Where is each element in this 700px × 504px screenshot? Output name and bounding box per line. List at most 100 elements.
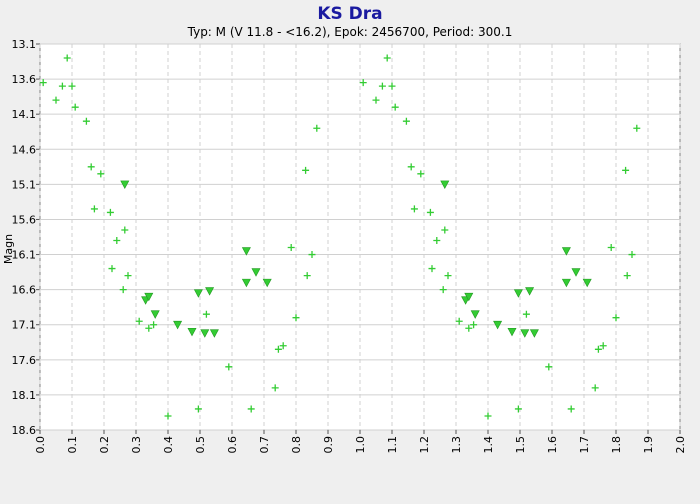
data-point-triangle <box>187 327 197 337</box>
data-point-triangle <box>262 278 272 288</box>
chart-subtitle: Typ: M (V 11.8 - <16.2), Epok: 2456700, … <box>187 25 513 39</box>
data-point-triangle <box>241 247 251 256</box>
y-tick-label: 18.1 <box>12 389 37 402</box>
data-point-triangle <box>251 268 261 277</box>
data-point-plus <box>594 345 602 353</box>
data-point-plus <box>292 314 300 322</box>
data-point-plus <box>359 79 367 87</box>
data-point-plus <box>567 405 575 413</box>
data-point-plus <box>52 96 60 104</box>
y-tick-label: 14.1 <box>12 108 37 121</box>
x-tick-label: 0.1 <box>66 436 79 454</box>
data-point-plus <box>225 363 233 371</box>
data-point-plus <box>274 345 282 353</box>
data-point-plus <box>113 237 121 245</box>
data-point-triangle <box>525 287 535 296</box>
data-point-plus <box>455 317 463 325</box>
data-point-triangle <box>493 320 503 330</box>
data-point-plus <box>623 272 631 280</box>
data-point-plus <box>444 272 452 280</box>
y-tick-label: 13.1 <box>12 38 37 51</box>
data-point-plus <box>417 170 425 178</box>
data-point-triangle <box>561 247 571 256</box>
x-tick-label: 0.2 <box>98 436 111 454</box>
x-tick-label: 1.7 <box>578 436 591 454</box>
data-point-plus <box>402 117 410 125</box>
data-point-plus <box>308 251 316 259</box>
data-point-plus <box>87 163 95 171</box>
x-tick-label: 0.9 <box>322 436 335 454</box>
y-tick-label: 14.6 <box>12 143 37 156</box>
data-point-triangle <box>464 292 474 302</box>
data-point-plus <box>383 54 391 62</box>
chart-title: KS Dra <box>317 4 382 24</box>
data-point-plus <box>164 412 172 420</box>
data-point-plus <box>441 226 449 234</box>
x-tick-label: 1.4 <box>482 436 495 454</box>
data-point-plus <box>465 324 473 332</box>
data-point-triangle <box>205 287 215 296</box>
x-tick-label: 1.2 <box>418 436 431 454</box>
data-point-plus <box>607 244 615 252</box>
data-point-triangle <box>209 329 219 338</box>
data-point-plus <box>39 79 47 87</box>
data-point-plus <box>388 82 396 90</box>
data-point-plus <box>287 244 295 252</box>
y-tick-label: 13.6 <box>12 73 37 86</box>
x-tick-label: 0.6 <box>226 436 239 454</box>
data-point-plus <box>58 82 66 90</box>
data-point-plus <box>428 265 436 273</box>
x-tick-label: 0.8 <box>290 436 303 454</box>
data-point-plus <box>271 384 279 392</box>
data-point-plus <box>514 405 522 413</box>
x-tick-label: 1.5 <box>514 436 527 454</box>
data-point-plus <box>145 324 153 332</box>
x-tick-label: 0.5 <box>194 436 207 454</box>
y-tick-label: 15.6 <box>12 213 37 226</box>
data-point-plus <box>628 251 636 259</box>
x-tick-label: 0.3 <box>130 436 143 454</box>
data-point-plus <box>121 226 129 234</box>
data-point-plus <box>194 405 202 413</box>
data-point-plus <box>106 208 114 216</box>
data-point-plus <box>612 314 620 322</box>
data-point-triangle <box>440 180 450 190</box>
data-point-plus <box>599 342 607 350</box>
data-point-triangle <box>144 292 154 302</box>
data-point-plus <box>97 170 105 178</box>
y-axis-label: Magn <box>2 234 15 264</box>
x-tick-label: 0.0 <box>34 436 47 454</box>
data-point-triangle <box>193 289 203 298</box>
x-tick-label: 0.4 <box>162 436 175 454</box>
plot-area: 13.1 13.6 14.1 14.6 15.1 15.6 16.1 16.6 17.1 17.6… <box>12 38 688 454</box>
data-point-plus <box>433 237 441 245</box>
x-tick-label: 1.0 <box>354 436 367 454</box>
data-point-plus <box>439 286 447 294</box>
x-tick-label: 1.8 <box>610 436 623 454</box>
data-point-plus <box>378 82 386 90</box>
x-tick-label: 0.7 <box>258 436 271 454</box>
x-tick-label: 2.0 <box>674 436 687 454</box>
y-tick-label: 15.1 <box>12 178 37 191</box>
data-point-plus <box>470 321 478 329</box>
data-point-triangle <box>529 329 539 338</box>
data-point-plus <box>633 124 641 132</box>
data-point-plus <box>303 272 311 280</box>
data-point-triangle <box>507 327 517 337</box>
y-tick-label: 16.1 <box>12 249 37 262</box>
data-point-plus <box>202 310 210 318</box>
x-tick-label: 1.3 <box>450 436 463 454</box>
y-tick-label: 16.6 <box>12 284 37 297</box>
data-point-plus <box>313 124 321 132</box>
data-point-plus <box>63 54 71 62</box>
y-tick-label: 17.6 <box>12 354 37 367</box>
data-point-plus <box>410 205 418 213</box>
data-point-triangle <box>571 268 581 277</box>
data-point-plus <box>71 103 79 111</box>
y-tick-label: 18.6 <box>12 424 37 437</box>
data-point-plus <box>302 166 310 174</box>
data-point-triangle <box>173 320 183 330</box>
data-point-plus <box>622 166 630 174</box>
data-point-triangle <box>520 329 530 338</box>
